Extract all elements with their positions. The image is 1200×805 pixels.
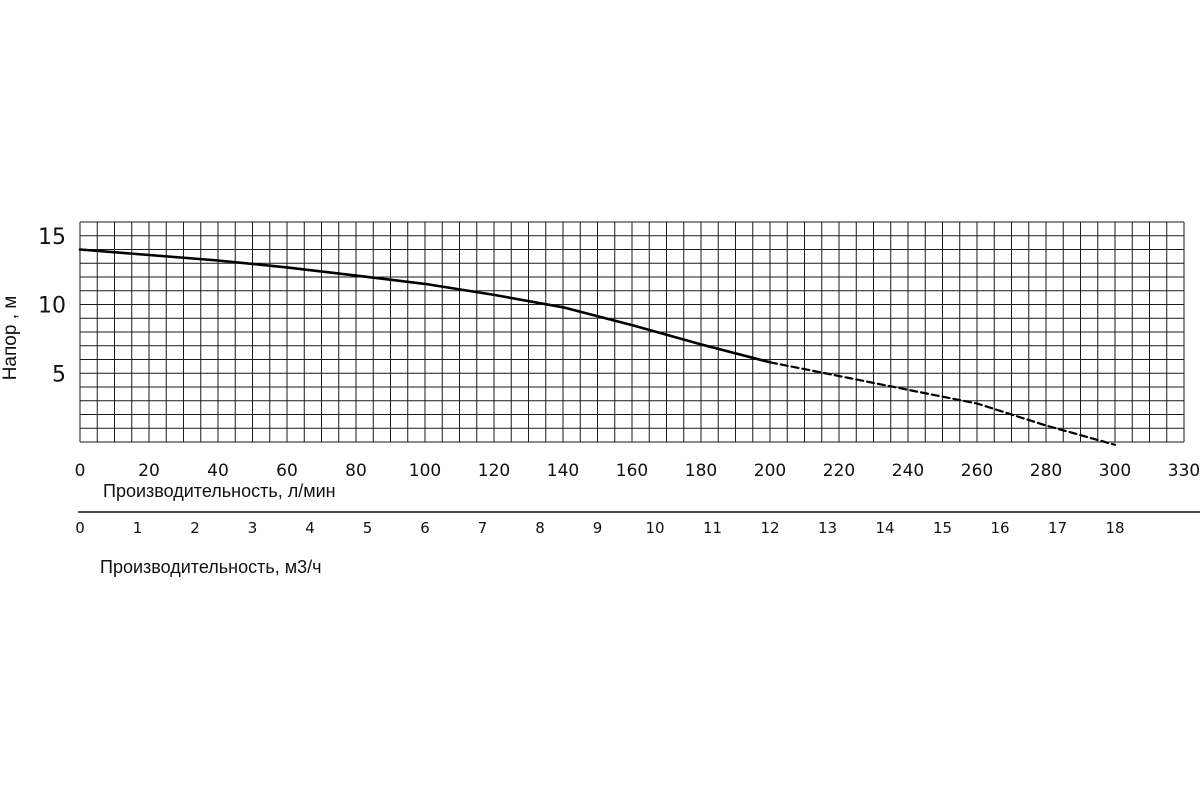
performance-curve	[78, 248, 772, 364]
x-tick-label: 260	[961, 461, 993, 481]
x-tick-label-secondary: 16	[990, 519, 1009, 537]
series-layer	[78, 248, 1117, 446]
x-tick-label: 330	[1168, 461, 1200, 481]
x-tick-label: 80	[345, 461, 367, 481]
x-tick-label-secondary: 14	[875, 519, 894, 537]
x-tick-label: 180	[685, 461, 717, 481]
y-axis-label: Напор , м	[0, 296, 21, 381]
x-tick-label: 40	[207, 461, 229, 481]
x-tick-label: 140	[547, 461, 579, 481]
x-tick-label: 0	[75, 461, 86, 481]
x-axis-label-secondary: Производительность, м3/ч	[100, 557, 321, 577]
x-tick-label-secondary: 10	[645, 519, 664, 537]
x-tick-label-secondary: 0	[75, 519, 85, 537]
x-tick-label-secondary: 7	[478, 519, 488, 537]
x-tick-label: 60	[276, 461, 298, 481]
x-tick-label: 160	[616, 461, 648, 481]
x-tick-label-secondary: 8	[535, 519, 545, 537]
x-tick-label-secondary: 9	[593, 519, 603, 537]
x-tick-label: 280	[1030, 461, 1062, 481]
performance-curve-extrapolated	[768, 361, 1117, 446]
x-tick-label: 200	[754, 461, 786, 481]
grid	[79, 221, 1185, 443]
x-tick-label-secondary: 4	[305, 519, 315, 537]
x-tick-label-secondary: 5	[363, 519, 373, 537]
x-axis-label: Производительность, л/мин	[103, 481, 336, 501]
x-tick-label-secondary: 3	[248, 519, 258, 537]
x-tick-label: 20	[138, 461, 160, 481]
x-tick-label: 300	[1099, 461, 1131, 481]
x-tick-label-secondary: 12	[760, 519, 779, 537]
x-tick-label: 100	[409, 461, 441, 481]
x-tick-label-secondary: 15	[933, 519, 952, 537]
x-tick-label-secondary: 1	[133, 519, 143, 537]
x-tick-label-secondary: 13	[818, 519, 837, 537]
x-tick-label-secondary: 6	[420, 519, 430, 537]
x-tick-label-secondary: 2	[190, 519, 200, 537]
y-tick-label: 5	[52, 362, 66, 387]
x-tick-label: 120	[478, 461, 510, 481]
x-tick-label: 240	[892, 461, 924, 481]
x-tick-label-secondary: 18	[1105, 519, 1124, 537]
x-tick-label: 220	[823, 461, 855, 481]
y-tick-label: 15	[38, 225, 66, 250]
y-tick-label: 10	[38, 294, 66, 319]
x-tick-label-secondary: 11	[703, 519, 722, 537]
x-tick-label-secondary: 17	[1048, 519, 1067, 537]
